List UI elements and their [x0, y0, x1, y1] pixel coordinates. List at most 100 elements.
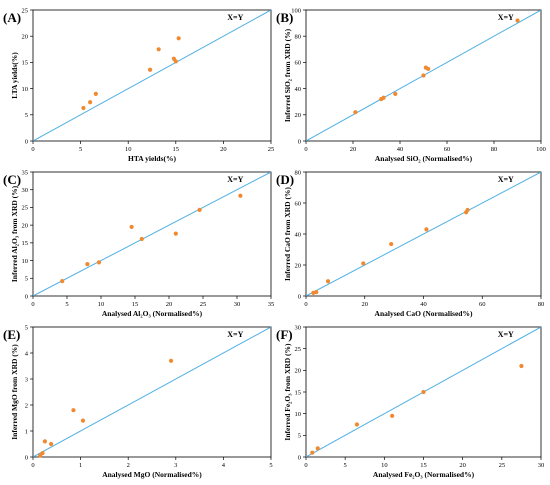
y-axis-title: LTA yields(%): [10, 52, 19, 99]
data-point: [426, 66, 431, 72]
x-tick-label: 25: [200, 301, 207, 308]
reference-line-x-equals-y: [33, 172, 271, 296]
data-point: [361, 261, 366, 266]
data-point: [71, 408, 76, 413]
plot-frame: [32, 9, 272, 142]
data-point: [88, 100, 93, 105]
y-tick-label: 1: [25, 428, 28, 435]
x-tick-label: 5: [269, 462, 272, 469]
x-tick-label: 15: [173, 146, 180, 153]
data-point: [315, 446, 320, 451]
plot-frame: [32, 326, 272, 458]
x-tick-label: 5: [344, 462, 347, 469]
x-axis-title: Analysed Al₂O₃ (Normalised%): [102, 309, 203, 318]
reference-line-x-equals-y: [306, 172, 541, 296]
x-axis-title: HTA yields(%): [128, 154, 176, 163]
y-tick-label: 0: [298, 138, 301, 145]
y-tick-label: 100: [291, 7, 301, 14]
x-axis-title: Analysed MgO (Normalised%): [102, 470, 202, 479]
annotation-x-equals-y: X=Y: [498, 13, 514, 22]
x-tick-label: 3: [174, 462, 177, 469]
data-point: [325, 279, 331, 284]
y-tick-label: 20: [295, 368, 302, 375]
chart-panel: (F) 0 5 10 15 20 25 30 0 5 10 15 20 25 30 X=Y Analysed F…: [276, 324, 544, 479]
y-tick-label: 20: [22, 222, 29, 229]
plot-frame: [305, 9, 542, 142]
y-tick-label: 30: [22, 187, 29, 194]
data-point: [156, 47, 161, 52]
x-tick-label: 25: [499, 462, 506, 469]
y-tick-label: 3: [25, 376, 28, 383]
x-tick-label: 0: [31, 146, 34, 153]
data-point: [139, 236, 144, 242]
data-point: [353, 110, 358, 115]
y-tick-label: 60: [295, 200, 302, 207]
y-tick-label: 20: [295, 112, 302, 119]
x-tick-label: 0: [304, 462, 307, 469]
data-point: [314, 290, 319, 295]
panel-letter: (D): [276, 172, 294, 187]
data-point: [96, 260, 102, 265]
y-tick-label: 20: [22, 34, 29, 41]
y-tick-label: 2: [25, 402, 28, 409]
data-point: [80, 418, 86, 423]
y-tick-label: 0: [298, 293, 301, 300]
y-tick-label: 80: [295, 169, 302, 176]
data-point: [48, 441, 54, 447]
x-tick-label: 10: [125, 146, 132, 153]
data-point: [390, 413, 395, 418]
y-tick-label: 40: [295, 231, 302, 238]
y-tick-label: 80: [295, 34, 302, 41]
plot-frame: [32, 171, 272, 297]
x-tick-label: 4: [222, 462, 226, 469]
y-axis-title: Inferred SiO₂ from XRD (%): [283, 28, 292, 122]
y-tick-label: 0: [25, 138, 28, 145]
y-tick-label: 15: [22, 60, 29, 67]
y-tick-label: 5: [25, 112, 28, 119]
x-tick-label: 15: [420, 462, 427, 469]
data-point: [381, 95, 386, 100]
x-tick-label: 100: [536, 146, 546, 153]
x-tick-label: 25: [268, 146, 275, 153]
x-tick-label: 20: [350, 146, 357, 153]
data-point: [147, 67, 153, 72]
data-point: [389, 241, 394, 247]
data-point: [421, 389, 426, 395]
y-tick-label: 20: [295, 262, 302, 269]
data-point: [85, 262, 90, 267]
y-tick-label: 4: [25, 350, 29, 357]
data-point: [197, 207, 202, 213]
chart-panel: (E) 0 1 2 3 4 5 0 1 2 3 4 5 X=Y Analysed MgO (Normalis…: [3, 324, 273, 479]
data-point: [310, 450, 315, 455]
annotation-x-equals-y: X=Y: [227, 330, 243, 339]
data-point: [60, 279, 65, 284]
chart-panel: (C) 0 5 10 15 20 25 30 35 0 5 10 15 20 25 30 35 X=Y Analys…: [3, 169, 274, 318]
y-tick-label: 60: [295, 60, 302, 67]
panel-letter: (C): [3, 172, 21, 187]
y-tick-label: 15: [22, 240, 29, 247]
annotation-x-equals-y: X=Y: [498, 330, 514, 339]
reference-line-x-equals-y: [33, 327, 271, 457]
x-tick-label: 1: [79, 462, 82, 469]
x-tick-label: 0: [304, 301, 307, 308]
x-tick-label: 0: [31, 301, 34, 308]
data-point: [424, 227, 429, 232]
x-tick-label: 30: [234, 301, 241, 308]
x-tick-label: 35: [268, 301, 275, 308]
data-point: [81, 105, 86, 111]
panel-letter: (A): [3, 10, 21, 25]
y-axis-title: Inferred Fe₂O₃ from XRD (%): [283, 343, 292, 441]
y-axis-title: Inferred CaO from XRD (%): [283, 187, 292, 281]
y-tick-label: 25: [22, 205, 29, 212]
x-tick-label: 20: [220, 146, 227, 153]
data-point: [238, 193, 243, 198]
x-tick-label: 40: [420, 301, 427, 308]
y-tick-label: 10: [22, 86, 29, 93]
data-point: [129, 224, 134, 230]
x-tick-label: 20: [166, 301, 173, 308]
y-tick-label: 10: [295, 411, 302, 418]
y-axis-title: Inferred MgO from XRD (%): [10, 344, 19, 440]
y-tick-label: 25: [295, 346, 302, 353]
x-tick-label: 15: [132, 301, 139, 308]
